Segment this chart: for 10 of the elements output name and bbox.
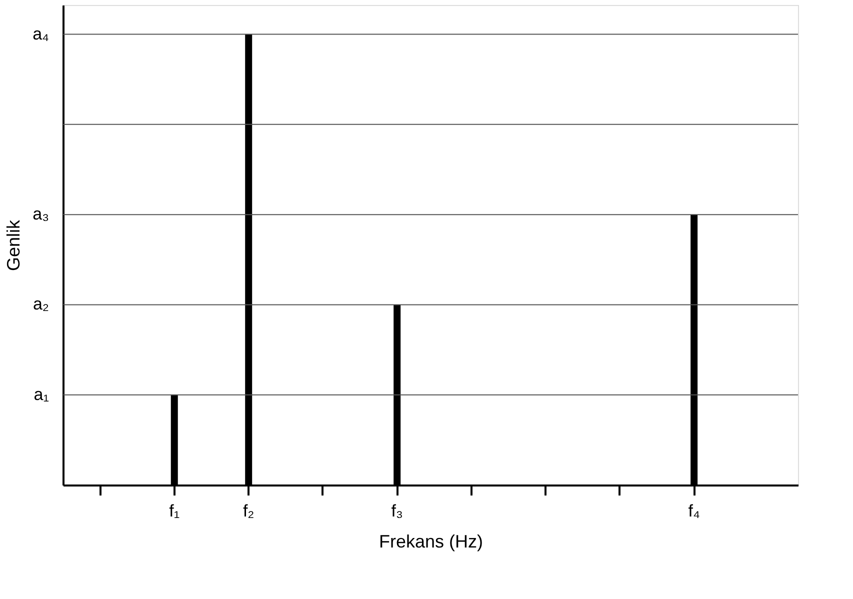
x-tick-label: f₃ — [391, 502, 403, 520]
ref-line-label: a₃ — [32, 204, 49, 224]
x-tick-label: f₁ — [169, 502, 180, 520]
y-axis-title: Genlik — [4, 218, 24, 272]
ref-line-label: a₁ — [34, 384, 50, 404]
ref-line-label: a₂ — [32, 294, 49, 314]
x-axis-title: Frekans (Hz) — [378, 532, 484, 552]
ref-line-label: a₄ — [32, 24, 50, 44]
x-tick-label: f₂ — [242, 502, 254, 520]
x-tick-label: f₄ — [688, 502, 700, 520]
